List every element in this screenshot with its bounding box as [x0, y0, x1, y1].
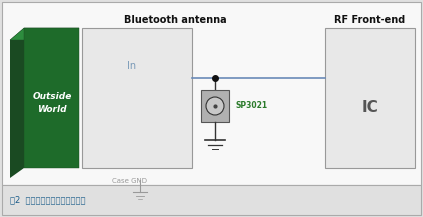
- Polygon shape: [10, 28, 24, 178]
- Text: 图2  蓝牙天线和射频前端的保护: 图2 蓝牙天线和射频前端的保护: [10, 196, 85, 204]
- Polygon shape: [24, 28, 79, 168]
- Text: Case GND: Case GND: [112, 178, 147, 184]
- Text: RF Front-end: RF Front-end: [334, 15, 406, 25]
- Bar: [201, 90, 229, 122]
- Text: Bluetooth antenna: Bluetooth antenna: [124, 15, 226, 25]
- Bar: [2, 2, 421, 185]
- Text: IC: IC: [362, 100, 379, 115]
- Bar: [325, 28, 415, 168]
- Circle shape: [206, 97, 224, 115]
- Polygon shape: [10, 28, 79, 40]
- Bar: [2, 185, 421, 215]
- Bar: [82, 28, 192, 168]
- Text: In: In: [127, 61, 136, 71]
- Text: SP3021: SP3021: [235, 102, 267, 110]
- Text: Outside
World: Outside World: [32, 92, 71, 114]
